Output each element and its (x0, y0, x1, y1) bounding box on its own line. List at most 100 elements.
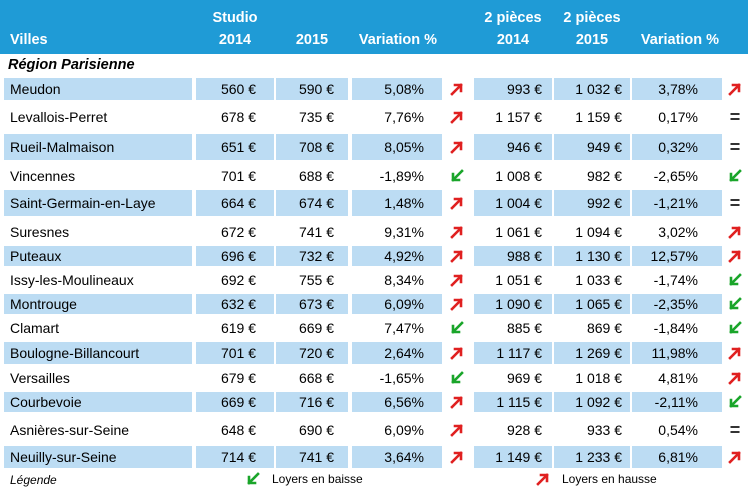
studio-variation: 7,76% (384, 109, 424, 125)
two-rooms-2015: 1 130 € (554, 246, 630, 266)
arrow-up-icon (728, 249, 742, 263)
studio-2014: 648 € (220, 422, 256, 438)
arrow-up-icon (450, 450, 464, 464)
header-2p-b: 2 pièces (563, 10, 621, 26)
arrow-up-icon (728, 82, 742, 96)
studio-2014: 651 € (196, 134, 274, 160)
two-rooms-2015: 869 € (586, 320, 622, 336)
city-name: Neuilly-sur-Seine (4, 446, 192, 468)
studio-2014: 619 € (220, 320, 256, 336)
studio-2014: 632 € (196, 294, 274, 314)
studio-variation: 5,08% (352, 78, 442, 100)
studio-trend (442, 78, 472, 100)
two-rooms-variation: 0,17% (658, 109, 698, 125)
two-rooms-2014: 1 149 € (474, 446, 552, 468)
two-rooms-trend (722, 246, 748, 266)
studio-variation: 6,56% (352, 392, 442, 412)
city-name: Boulogne-Billancourt (4, 342, 192, 364)
studio-trend (442, 418, 472, 442)
studio-variation: -1,65% (379, 370, 424, 386)
arrow-up-icon (728, 225, 742, 239)
two-rooms-2015: 1 032 € (554, 78, 630, 100)
two-rooms-2014: 1 008 € (495, 168, 542, 184)
studio-trend (442, 190, 472, 216)
two-rooms-trend (722, 446, 748, 468)
studio-trend (442, 166, 472, 186)
arrow-up-icon (450, 82, 464, 96)
two-rooms-trend (722, 342, 748, 364)
arrow-down-icon (728, 169, 742, 183)
two-rooms-2014: 988 € (474, 246, 552, 266)
two-rooms-trend (722, 166, 748, 186)
city-name: Suresnes (10, 224, 70, 240)
studio-trend (442, 222, 472, 242)
studio-2015: 716 € (276, 392, 348, 412)
header-2p-variation: Variation % (640, 32, 720, 48)
city-name: Puteaux (4, 246, 192, 266)
arrow-up-icon (450, 225, 464, 239)
studio-variation: 1,48% (352, 190, 442, 216)
studio-variation: 8,05% (352, 134, 442, 160)
studio-2015: 755 € (298, 272, 334, 288)
arrow-down-icon (450, 371, 464, 385)
studio-trend (442, 246, 472, 266)
legend-up: Loyers en hausse (536, 472, 657, 486)
studio-trend (442, 392, 472, 412)
arrow-up-icon (450, 140, 464, 154)
arrow-up-icon (450, 346, 464, 360)
studio-trend (442, 294, 472, 314)
studio-trend (442, 134, 472, 160)
two-rooms-2014: 946 € (474, 134, 552, 160)
two-rooms-trend (722, 222, 748, 242)
city-name: Versailles (10, 370, 70, 386)
studio-2014: 701 € (196, 342, 274, 364)
legend-label: Légende (10, 473, 57, 487)
two-rooms-variation: -2,35% (632, 294, 722, 314)
studio-variation: 9,31% (384, 224, 424, 240)
two-rooms-2015: 1 033 € (575, 272, 622, 288)
arrow-up-icon (450, 249, 464, 263)
studio-2015: 720 € (276, 342, 348, 364)
arrow-down-icon (728, 273, 742, 287)
two-rooms-2015: 1 233 € (554, 446, 630, 468)
studio-variation: 7,47% (384, 320, 424, 336)
arrow-down-icon (450, 321, 464, 335)
arrow-down-icon (728, 395, 742, 409)
studio-trend (442, 446, 472, 468)
studio-variation: 2,64% (352, 342, 442, 364)
legend-up-text: Loyers en hausse (562, 472, 657, 486)
two-rooms-variation: -1,74% (653, 272, 698, 288)
two-rooms-2014: 1 117 € (474, 342, 552, 364)
two-rooms-trend (722, 318, 748, 338)
arrow-up-icon (536, 473, 549, 486)
legend-down-text: Loyers en baisse (272, 472, 363, 486)
two-rooms-2015: 1 065 € (554, 294, 630, 314)
table-row: Puteaux 696 €732 €4,92% 988 €1 130 €12,57% (0, 244, 748, 268)
equal-icon: = (729, 192, 741, 213)
equal-icon: = (729, 419, 741, 440)
two-rooms-trend (722, 78, 748, 100)
header-2p-2015: 2015 (575, 32, 609, 48)
studio-trend (442, 342, 472, 364)
studio-2014: 696 € (196, 246, 274, 266)
studio-trend (442, 106, 472, 128)
studio-2014: 679 € (220, 370, 256, 386)
arrow-down-icon (728, 321, 742, 335)
studio-variation: 6,09% (352, 294, 442, 314)
table-row: Versailles 679 € 668 € -1,65% 969 € 1 018 € 4,… (0, 366, 748, 390)
studio-2014: 664 € (196, 190, 274, 216)
two-rooms-2015: 1 269 € (554, 342, 630, 364)
table-row: Meudon 560 €590 €5,08% 993 €1 032 €3,78% (0, 76, 748, 102)
arrow-up-icon (450, 196, 464, 210)
arrow-up-icon (450, 273, 464, 287)
legend-down: Loyers en baisse (246, 472, 363, 486)
two-rooms-2014: 885 € (506, 320, 542, 336)
city-name: Rueil-Malmaison (4, 134, 192, 160)
studio-variation: 3,64% (352, 446, 442, 468)
studio-2015: 708 € (276, 134, 348, 160)
studio-2015: 741 € (276, 446, 348, 468)
table-row: Neuilly-sur-Seine 714 €741 €3,64% 1 149 €1… (0, 444, 748, 470)
two-rooms-variation: 6,81% (632, 446, 722, 468)
city-name: Issy-les-Moulineaux (10, 272, 134, 288)
two-rooms-variation: -2,65% (653, 168, 698, 184)
